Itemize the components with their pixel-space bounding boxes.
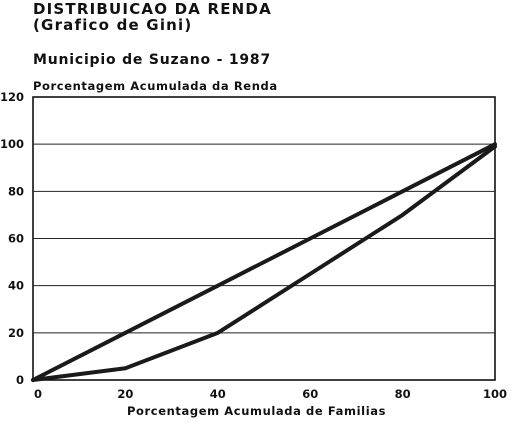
lorenz-curve xyxy=(31,144,497,382)
y-tick-label: 40 xyxy=(8,279,24,293)
x-tick-label: 40 xyxy=(210,387,226,401)
y-tick-label: 60 xyxy=(8,232,24,246)
x-tick-label: 20 xyxy=(117,387,133,401)
x-axis-label: Porcentagem Acumulada de Familias xyxy=(127,404,387,418)
y-tick-label: 120 xyxy=(0,90,24,104)
equality-line xyxy=(31,142,497,382)
y-tick-label: 20 xyxy=(8,326,24,340)
y-tick-label: 0 xyxy=(16,373,24,387)
y-tick-label: 80 xyxy=(8,184,24,198)
x-tick-label: 100 xyxy=(483,387,507,401)
series-group xyxy=(31,142,497,382)
x-ticks: 0 20 40 60 80 100 xyxy=(34,387,507,401)
chart-subtitle-1: (Grafico de Gini) xyxy=(33,16,193,34)
y-ticks: 0 20 40 60 80 100 120 xyxy=(0,90,24,387)
chart-subtitle-2: Municipio de Suzano - 1987 xyxy=(33,52,272,68)
x-tick-label: 80 xyxy=(395,387,411,401)
y-tick-label: 100 xyxy=(0,137,24,151)
chart-title: DISTRIBUICAO DA RENDA xyxy=(33,0,272,18)
x-tick-label: 60 xyxy=(302,387,318,401)
x-tick-label: 0 xyxy=(34,387,42,401)
y-axis-label: Porcentagem Acumulada da Renda xyxy=(33,79,278,93)
gridlines xyxy=(33,143,495,334)
